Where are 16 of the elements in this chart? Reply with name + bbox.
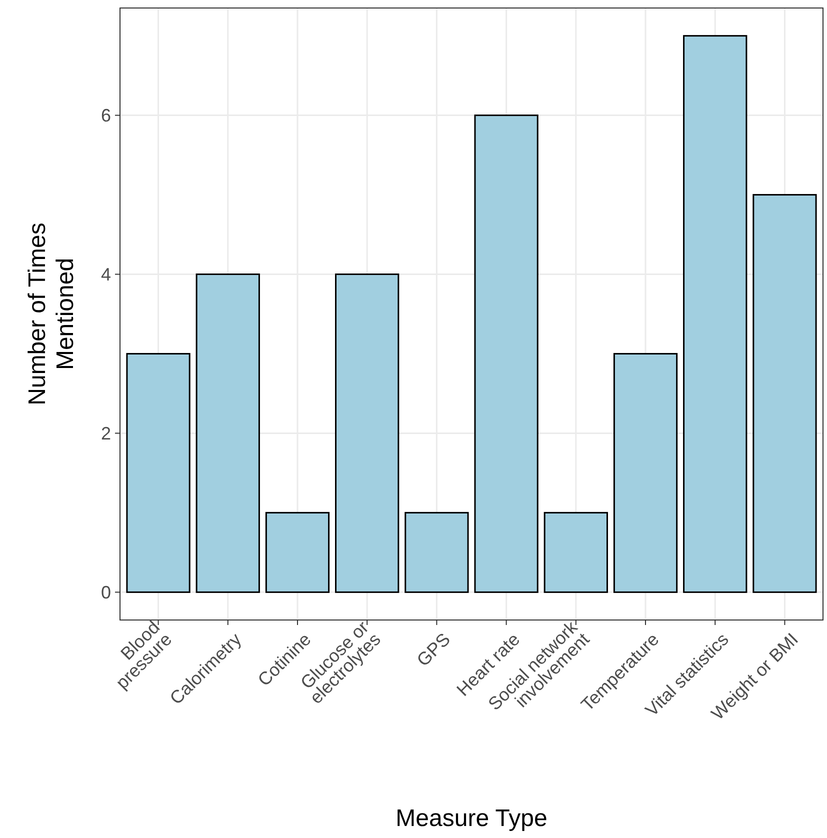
bar [683, 35, 748, 593]
x-axis-title: Measure Type [396, 805, 548, 832]
y-tick-label: 0 [100, 582, 111, 602]
bar [544, 512, 608, 593]
bar [265, 512, 330, 593]
bar [404, 512, 469, 593]
bar [752, 194, 817, 593]
y-tick-label: 4 [100, 264, 111, 285]
bar [474, 114, 538, 593]
y-axis-title: Number of Times Mentioned [24, 222, 79, 406]
y-tick-label: 2 [100, 424, 111, 444]
bar [126, 352, 190, 593]
bar [335, 274, 400, 593]
y-tick-label: 6 [100, 106, 111, 126]
bar [613, 352, 678, 593]
bar [196, 274, 260, 593]
